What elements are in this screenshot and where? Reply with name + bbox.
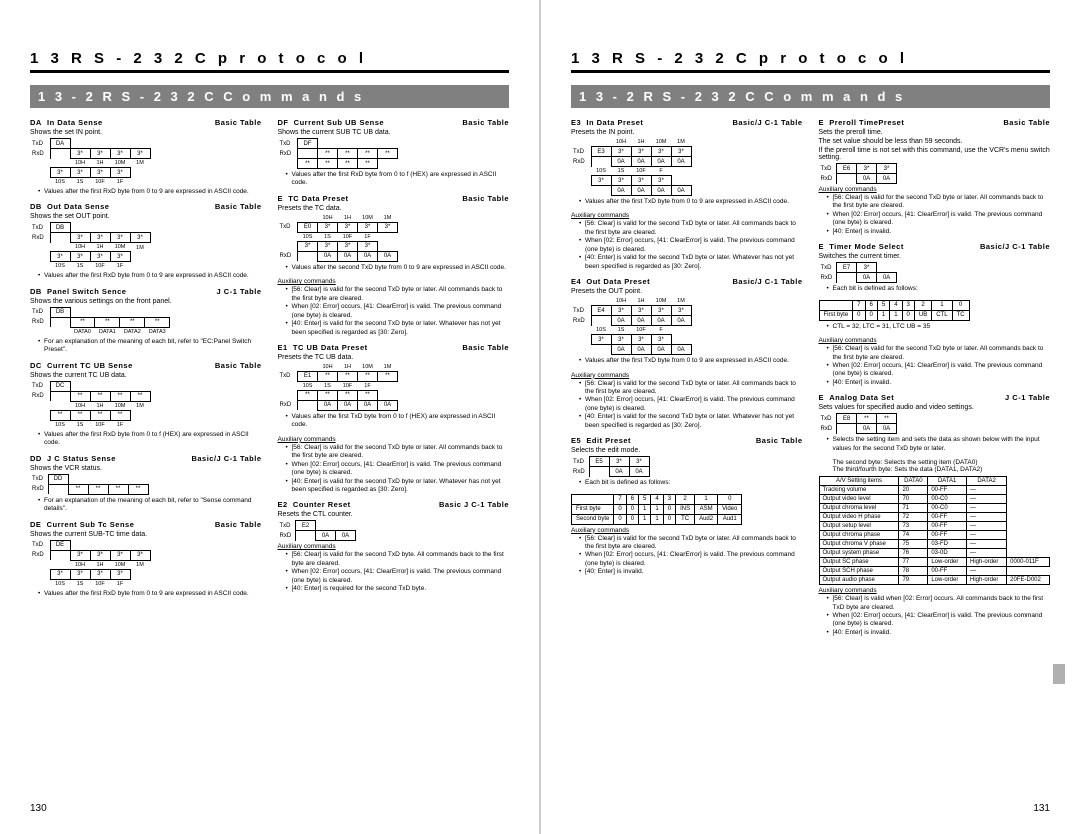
left-col-1: DA In Data SenseBasic Table Shows the se… [30, 118, 262, 604]
cmd-db: DB Out Data SenseBasic Table Shows the s… [30, 202, 262, 280]
cmd-e2: E2 Counter ResetBasic J C-1 Table Resets… [278, 500, 510, 593]
cmd-e5: E5 Edit PresetBasic Table Selects the ed… [571, 436, 803, 577]
page-number-right: 131 [1033, 803, 1050, 814]
cmd-e1: E1 TC UB Data PresetBasic Table Presets … [278, 343, 510, 495]
da-bytes: TxDDA RxD3*3*3*3* 10H1H10M1M 3*3*3*3* 10… [30, 138, 151, 186]
section-title-right: 1 3 - 2 R S - 2 3 2 C C o m m a n d s [571, 85, 1050, 108]
right-columns: E3 In Data PresetBasic/J C-1 Table Prese… [571, 118, 1050, 643]
page-right: 1 3 R S - 2 3 2 C p r o t o c o l 1 3 - … [541, 0, 1080, 834]
two-page-spread: 1 3 R S - 2 3 2 C p r o t o c o l 1 3 - … [0, 0, 1080, 834]
right-col-2: E Preroll TimePresetBasic Table Sets the… [819, 118, 1051, 643]
right-col-1: E3 In Data PresetBasic/J C-1 Table Prese… [571, 118, 803, 643]
cmd-dc: DC Current TC UB SenseBasic Table Shows … [30, 361, 262, 448]
cmd-e-timer: E Timer Mode SelectBasic/J C-1 Table Swi… [819, 242, 1051, 387]
analog-settings-table: A/V Setting itemsDATA0DATA1DATA2 Trackin… [819, 476, 1051, 585]
cmd-e3: E3 In Data PresetBasic/J C-1 Table Prese… [571, 118, 803, 271]
cmd-de: DE Current Sub Tc SenseBasic Table Shows… [30, 520, 262, 598]
cmd-e4: E4 Out Data PresetBasic/J C-1 Table Pres… [571, 277, 803, 430]
page-left: 1 3 R S - 2 3 2 C p r o t o c o l 1 3 - … [0, 0, 539, 834]
page-number-left: 130 [30, 803, 47, 814]
cmd-df: DF Current Sub UB SenseBasic Table Shows… [278, 118, 510, 188]
cmd-e-analog: E Analog Data SetJ C-1 Table Sets values… [819, 393, 1051, 637]
cmd-e-tcdata: E TC Data PresetBasic Table Presets the … [278, 194, 510, 337]
chapter-title-right: 1 3 R S - 2 3 2 C p r o t o c o l [571, 50, 1050, 73]
cmd-db-panel: DB Panel Switch SenceJ C-1 Table Shows t… [30, 287, 262, 355]
section-title: 1 3 - 2 R S - 2 3 2 C C o m m a n d s [30, 85, 509, 108]
cmd-dd: DD J C Status SenseBasic/J C-1 Table Sho… [30, 454, 262, 514]
cmd-da: DA In Data SenseBasic Table Shows the se… [30, 118, 262, 196]
left-columns: DA In Data SenseBasic Table Shows the se… [30, 118, 509, 604]
chapter-title: 1 3 R S - 2 3 2 C p r o t o c o l [30, 50, 509, 73]
chapter-tab-icon [1053, 664, 1065, 684]
left-col-2: DF Current Sub UB SenseBasic Table Shows… [278, 118, 510, 604]
cmd-e-preroll: E Preroll TimePresetBasic Table Sets the… [819, 118, 1051, 236]
